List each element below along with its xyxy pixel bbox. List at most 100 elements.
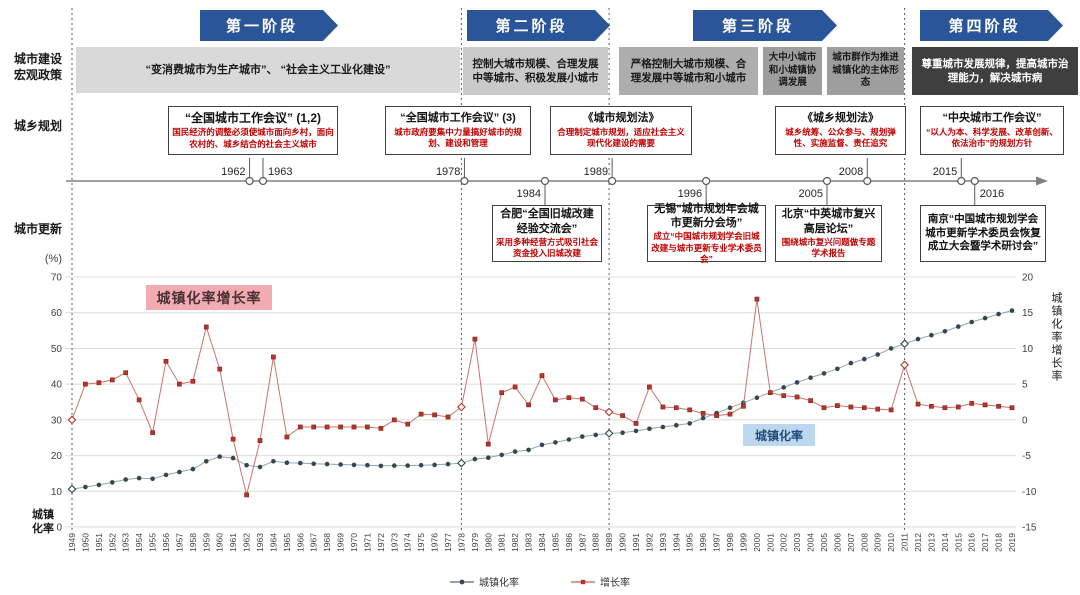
timeline-node-1978 (460, 176, 469, 186)
svg-text:1955: 1955 (148, 533, 158, 552)
svg-text:1952: 1952 (107, 533, 117, 552)
policy-box-phase3b: 大中小城市和小城镇协调发展 (763, 47, 822, 95)
svg-text:10: 10 (1022, 344, 1034, 355)
event-detail: 城市政府要集中力量搞好城市的规划、建设和管理 (394, 126, 522, 149)
event-title: 南京“中国城市规划学会城市更新学术委员会恢复成立大会暨学术研讨会” (925, 213, 1041, 253)
svg-text:0: 0 (1022, 415, 1028, 426)
timeline-year-1996: 1996 (678, 188, 702, 200)
svg-text:2010: 2010 (886, 533, 896, 552)
policy-box-phase3c: 城市群作为推进城镇化的主体形态 (827, 47, 904, 95)
svg-text:1978: 1978 (456, 533, 466, 552)
timeline-node-1996 (702, 176, 711, 186)
svg-text:60: 60 (51, 308, 63, 319)
svg-text:2005: 2005 (819, 533, 829, 552)
event-title: 北京“中英城市复兴高层论坛” (781, 208, 876, 235)
svg-text:2007: 2007 (846, 533, 856, 552)
left-axis-unit: (%) (44, 253, 62, 265)
timeline-year-2005: 2005 (799, 188, 823, 200)
svg-text:1996: 1996 (698, 533, 708, 552)
svg-text:10: 10 (51, 487, 63, 498)
svg-text:2012: 2012 (913, 533, 923, 552)
planning-event-box-2015: “中央城市工作会议” “以人为本、科学发展、改革创新、依法治市”的规划方针 (920, 106, 1064, 155)
renewal-event-box-1984: 合肥“全国旧城改建经验交流会” 采用多种经营方式吸引社会资金投入旧城改建 (492, 205, 602, 262)
timeline-node-2008 (863, 176, 872, 186)
svg-text:1958: 1958 (188, 533, 198, 552)
policy-box-phase2: 控制大城市规模、合理发展中等城市、积极发展小城市 (463, 47, 608, 95)
timeline-year-1989: 1989 (584, 166, 608, 178)
svg-text:2008: 2008 (859, 533, 869, 552)
timeline-node-1984 (540, 176, 550, 186)
event-title: 《城乡规划法》 (802, 112, 879, 125)
svg-text:20: 20 (1022, 273, 1034, 284)
svg-text:1956: 1956 (161, 533, 171, 552)
svg-text:1993: 1993 (658, 533, 668, 552)
svg-text:1998: 1998 (725, 533, 735, 552)
svg-text:-15: -15 (1022, 523, 1037, 534)
svg-text:40: 40 (51, 380, 63, 391)
event-detail: 采用多种经营方式吸引社会资金投入旧城改建 (496, 236, 599, 259)
svg-text:1981: 1981 (497, 533, 507, 552)
legend-label: 增长率 (600, 578, 630, 589)
svg-text:1960: 1960 (215, 533, 225, 552)
svg-text:1986: 1986 (564, 533, 574, 552)
svg-text:1975: 1975 (416, 533, 426, 552)
timeline-node-2015 (957, 176, 966, 186)
legend-label: 城镇化率 (479, 578, 519, 589)
svg-text:1982: 1982 (510, 533, 520, 552)
right-axis-label: 城镇化率增长率 (1050, 292, 1062, 383)
event-title: “全国城市工作会议” (1,2) (184, 110, 321, 125)
event-detail: 合理制定城市规划，适应社会主义现代化建设的需要 (557, 126, 685, 149)
svg-text:2017: 2017 (980, 533, 990, 552)
svg-text:1997: 1997 (712, 533, 722, 552)
event-detail: 国民经济的调整必须使城市面向乡村，面向农村的、城乡结合的社会主义城市 (172, 127, 334, 149)
phase-boundary-lines (71, 8, 906, 530)
series-growth-rate (67, 296, 1015, 498)
timeline-year-1963: 1963 (268, 166, 292, 178)
svg-text:2018: 2018 (994, 533, 1004, 552)
policy-box-phase4: 尊重城市发展规律，提高城市治理能力，解决城市病 (912, 47, 1078, 95)
event-detail: “以人为本、科学发展、改革创新、依法治市”的规划方针 (926, 126, 1058, 149)
timeline-node-2016 (970, 176, 979, 186)
svg-text:1949: 1949 (67, 533, 77, 552)
phase-banner-4: 第四阶段 (920, 10, 1063, 41)
svg-text:1994: 1994 (671, 533, 681, 552)
svg-text:2014: 2014 (940, 533, 950, 552)
phase-banner-1: 第一阶段 (200, 10, 338, 41)
svg-text:1991: 1991 (631, 533, 641, 552)
x-axis-year-labels: 1949 1950 1951 1952 1953 1954 1955 1956 1957 1958… (67, 533, 1017, 552)
timeline-year-2008: 2008 (839, 166, 863, 178)
svg-text:1984: 1984 (537, 533, 547, 552)
svg-text:1964: 1964 (268, 533, 278, 552)
svg-text:1961: 1961 (228, 533, 238, 552)
svg-text:2002: 2002 (779, 533, 789, 552)
svg-text:1995: 1995 (685, 533, 695, 552)
svg-text:1976: 1976 (430, 533, 440, 552)
svg-text:1957: 1957 (174, 533, 184, 552)
row-label-urban-rural-planning: 城乡规划 (14, 119, 63, 133)
svg-text:0: 0 (56, 523, 62, 534)
timeline-year-2016: 2016 (980, 188, 1004, 200)
svg-text:1985: 1985 (550, 533, 560, 552)
svg-text:1954: 1954 (134, 533, 144, 552)
policy-box-phase3a: 严格控制大城市规模、合理发展中等城市和小城市 (619, 47, 758, 95)
svg-text:1966: 1966 (295, 533, 305, 552)
timeline-node-2005 (822, 176, 832, 186)
svg-text:1989: 1989 (604, 533, 614, 552)
svg-text:1990: 1990 (618, 533, 628, 552)
svg-text:1965: 1965 (282, 533, 292, 552)
phase-banner-2: 第二阶段 (467, 10, 610, 41)
renewal-event-box-1996: 无锡“城市规划年会城市更新分会场” 成立“中国城市规划学会旧城改建与城市更新专业… (647, 203, 766, 264)
timeline-axis: 1962 1963 1978 1984 1989 1996 2005 2008 2015 2016 (66, 158, 1048, 205)
svg-text:2011: 2011 (900, 533, 910, 552)
svg-text:1967: 1967 (309, 533, 319, 552)
svg-text:1983: 1983 (524, 533, 534, 552)
svg-text:1972: 1972 (376, 533, 386, 552)
timeline-node-1989 (608, 176, 617, 186)
chart-legend: 城镇化率 增长率 (0, 574, 1080, 589)
growth-rate-marker-icon (571, 579, 595, 584)
svg-text:1962: 1962 (242, 533, 252, 552)
svg-text:2016: 2016 (967, 533, 977, 552)
svg-text:1969: 1969 (336, 533, 346, 552)
